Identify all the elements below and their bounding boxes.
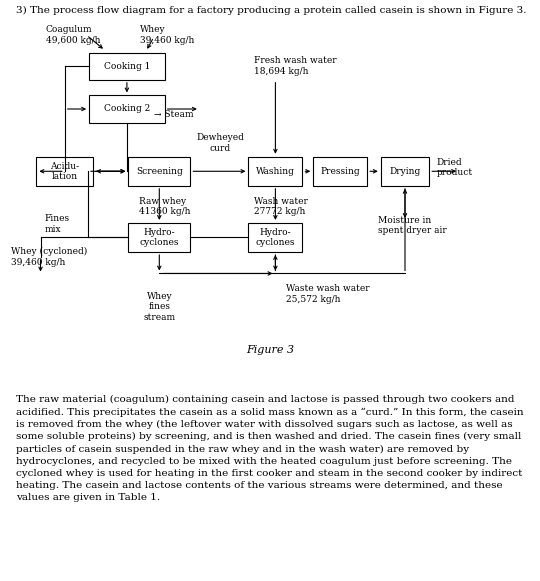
Bar (129, 223, 190, 252)
Text: Washing: Washing (256, 167, 295, 176)
Text: Coagulum
49,600 kg/h: Coagulum 49,600 kg/h (46, 26, 100, 45)
Text: Screening: Screening (136, 167, 183, 176)
Bar (248, 223, 302, 252)
Bar (381, 157, 429, 186)
Text: 3) The process flow diagram for a factory producing a protein called casein is s: 3) The process flow diagram for a factor… (16, 6, 526, 15)
Text: Dried
product: Dried product (436, 157, 472, 177)
Bar (313, 157, 367, 186)
Text: Dewheyed
curd: Dewheyed curd (197, 133, 244, 153)
Text: The raw material (coagulum) containing casein and lactose is passed through two : The raw material (coagulum) containing c… (16, 395, 524, 503)
Bar (248, 157, 302, 186)
Text: Cooking 2: Cooking 2 (104, 105, 150, 113)
Text: Figure 3: Figure 3 (246, 345, 294, 354)
Text: Fines
mix: Fines mix (44, 214, 70, 234)
Text: Wash water
27772 kg/h: Wash water 27772 kg/h (254, 196, 308, 216)
Text: Raw whey
41360 kg/h: Raw whey 41360 kg/h (139, 196, 191, 216)
Text: Moisture in
spent dryer air: Moisture in spent dryer air (378, 216, 447, 235)
Text: Drying: Drying (389, 167, 421, 176)
Text: Whey
fines
stream: Whey fines stream (143, 292, 176, 322)
Text: Hydro-
cyclones: Hydro- cyclones (139, 228, 179, 247)
Text: Fresh wash water
18,694 kg/h: Fresh wash water 18,694 kg/h (254, 56, 336, 76)
Text: Whey
39,460 kg/h: Whey 39,460 kg/h (140, 26, 195, 45)
Bar (37, 157, 93, 186)
Bar (89, 52, 165, 80)
Text: Hydro-
cyclones: Hydro- cyclones (255, 228, 295, 247)
Text: Acidu-
lation: Acidu- lation (50, 162, 79, 181)
Text: Pressing: Pressing (320, 167, 360, 176)
Bar (129, 157, 190, 186)
Text: Waste wash water
25,572 kg/h: Waste wash water 25,572 kg/h (286, 284, 370, 303)
Text: → Steam: → Steam (154, 110, 193, 119)
Text: Whey (cycloned)
39,460 kg/h: Whey (cycloned) 39,460 kg/h (11, 247, 87, 267)
Bar (89, 95, 165, 123)
Text: Cooking 1: Cooking 1 (104, 62, 150, 71)
